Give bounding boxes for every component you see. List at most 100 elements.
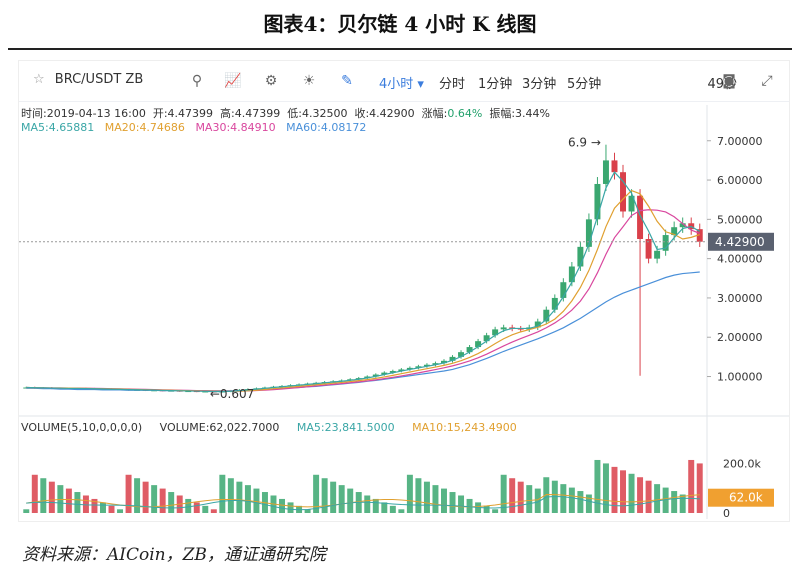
candle-body <box>475 341 482 348</box>
volume-bar <box>654 484 661 513</box>
volume-ma10: MA10:15,243.4900 <box>412 421 517 434</box>
volume-bar <box>321 478 328 513</box>
price-tick-label: 6.00000 <box>717 174 763 187</box>
volume-bar <box>628 473 635 513</box>
info-ma5: MA5:4.65881 <box>21 121 95 134</box>
candle-body <box>594 183 601 220</box>
volume-bar <box>313 474 320 513</box>
draw-icon[interactable]: ✎ <box>341 73 353 89</box>
volume-bar <box>287 502 294 513</box>
candle-body <box>466 347 473 353</box>
current-price-tag <box>708 232 774 251</box>
volume-bar <box>441 488 447 513</box>
star-icon[interactable]: ☆ <box>33 72 45 87</box>
info-amplitude: 振幅:3.44% <box>489 107 550 120</box>
symbol-label: BRC/USDT ZB <box>54 72 144 87</box>
volume-tick-label: 0 <box>723 507 730 520</box>
volume-ma10-line <box>26 494 700 508</box>
volume-bar <box>134 478 141 513</box>
volume-bar <box>74 492 81 513</box>
volume-bar <box>304 509 311 513</box>
candle-body <box>611 160 618 173</box>
timeframe-4h[interactable]: 4小时 ▾ <box>379 77 424 92</box>
candle-body <box>585 219 592 247</box>
volume-bar <box>594 459 601 513</box>
timeframe-line[interactable]: 分时 <box>439 77 466 92</box>
volume-bar <box>389 505 396 513</box>
volume-bar <box>65 488 72 513</box>
camera-icon[interactable]: ◙ <box>722 73 736 89</box>
volume-bar <box>398 509 405 513</box>
ma60-line <box>26 271 700 392</box>
candle-body <box>602 160 609 184</box>
volume-bar <box>679 494 686 513</box>
timeframe-1m[interactable]: 1分钟 <box>478 77 513 92</box>
volume-bar <box>253 488 260 513</box>
ma-info: MA5:4.65881 MA20:4.74686 MA30:4.84910 MA… <box>21 121 366 134</box>
title-rule <box>8 48 792 50</box>
volume-bar <box>526 485 533 513</box>
volume-bar <box>244 485 251 513</box>
volume-bar <box>492 509 499 513</box>
candle-body <box>560 282 567 298</box>
fullscreen-icon[interactable]: ⤢ <box>761 73 773 89</box>
settings-icon[interactable]: ⚙ <box>264 73 278 89</box>
volume-bar <box>347 488 354 513</box>
price-tick-label: 3.00000 <box>717 292 763 305</box>
volume-bar <box>645 480 652 513</box>
candle-body <box>423 364 430 367</box>
volume-info: VOLUME(5,10,0,0,0,0) VOLUME:62,022.7000 … <box>21 421 531 434</box>
volume-bar <box>338 485 345 513</box>
candle-body <box>483 335 490 342</box>
price-tick-label: 4.00000 <box>717 253 763 266</box>
volume-bar <box>543 477 550 513</box>
candle-body <box>662 235 669 251</box>
volume-bar <box>415 478 422 513</box>
candle-body <box>202 391 209 393</box>
candle-body <box>449 356 456 361</box>
volume-bar <box>236 481 243 513</box>
volume-bar <box>466 498 473 513</box>
info-time: 时间:2019-04-13 16:00 <box>21 107 146 120</box>
volume-bar <box>585 494 592 513</box>
candle-body <box>517 328 524 330</box>
symbol-selector[interactable]: ☆ BRC/USDT ZB <box>33 72 143 87</box>
info-open: 开:4.47399 <box>152 107 214 120</box>
low-annotation: ←0.607 <box>210 387 254 401</box>
candle-body <box>645 238 652 259</box>
candle-body <box>381 372 388 375</box>
candle-body <box>389 371 396 373</box>
timeframe-3m[interactable]: 3分钟 <box>522 77 557 92</box>
candle-body <box>364 376 371 379</box>
volume-bar <box>372 498 379 513</box>
candle-body <box>696 229 703 242</box>
candle-body <box>637 195 644 239</box>
volume-bar <box>210 509 217 513</box>
countdown-label: 49秒 <box>707 77 737 92</box>
volume-bar <box>40 478 47 513</box>
volume-bar <box>48 481 55 513</box>
candle-body <box>406 367 413 370</box>
volume-ma5-line <box>26 495 700 511</box>
volume-bar <box>688 459 695 513</box>
volume-bar <box>577 491 584 513</box>
candle-body <box>551 297 558 310</box>
timeframe-5m[interactable]: 5分钟 <box>567 77 602 92</box>
search-icon[interactable]: ⚲ <box>191 73 203 89</box>
volume-bar <box>449 492 456 513</box>
volume-bar <box>185 498 192 513</box>
candle-body <box>628 195 635 212</box>
volume-bar <box>193 502 200 513</box>
volume-bar <box>696 463 703 513</box>
price-tick-label: 2.00000 <box>717 331 763 344</box>
theme-icon[interactable]: ☀ <box>302 73 316 89</box>
indicator-icon[interactable]: 📈 <box>224 73 242 89</box>
candle-body <box>415 366 422 368</box>
volume-bar <box>125 474 132 513</box>
candle-body <box>620 172 626 212</box>
price-volume-chart: 1.00000 2.00000 3.00000 4.00000 5.00000 6.000… <box>19 105 789 520</box>
volume-bar <box>227 478 234 513</box>
volume-bar <box>23 509 30 513</box>
volume-bar <box>406 474 413 513</box>
info-ma20: MA20:4.74686 <box>104 121 185 134</box>
